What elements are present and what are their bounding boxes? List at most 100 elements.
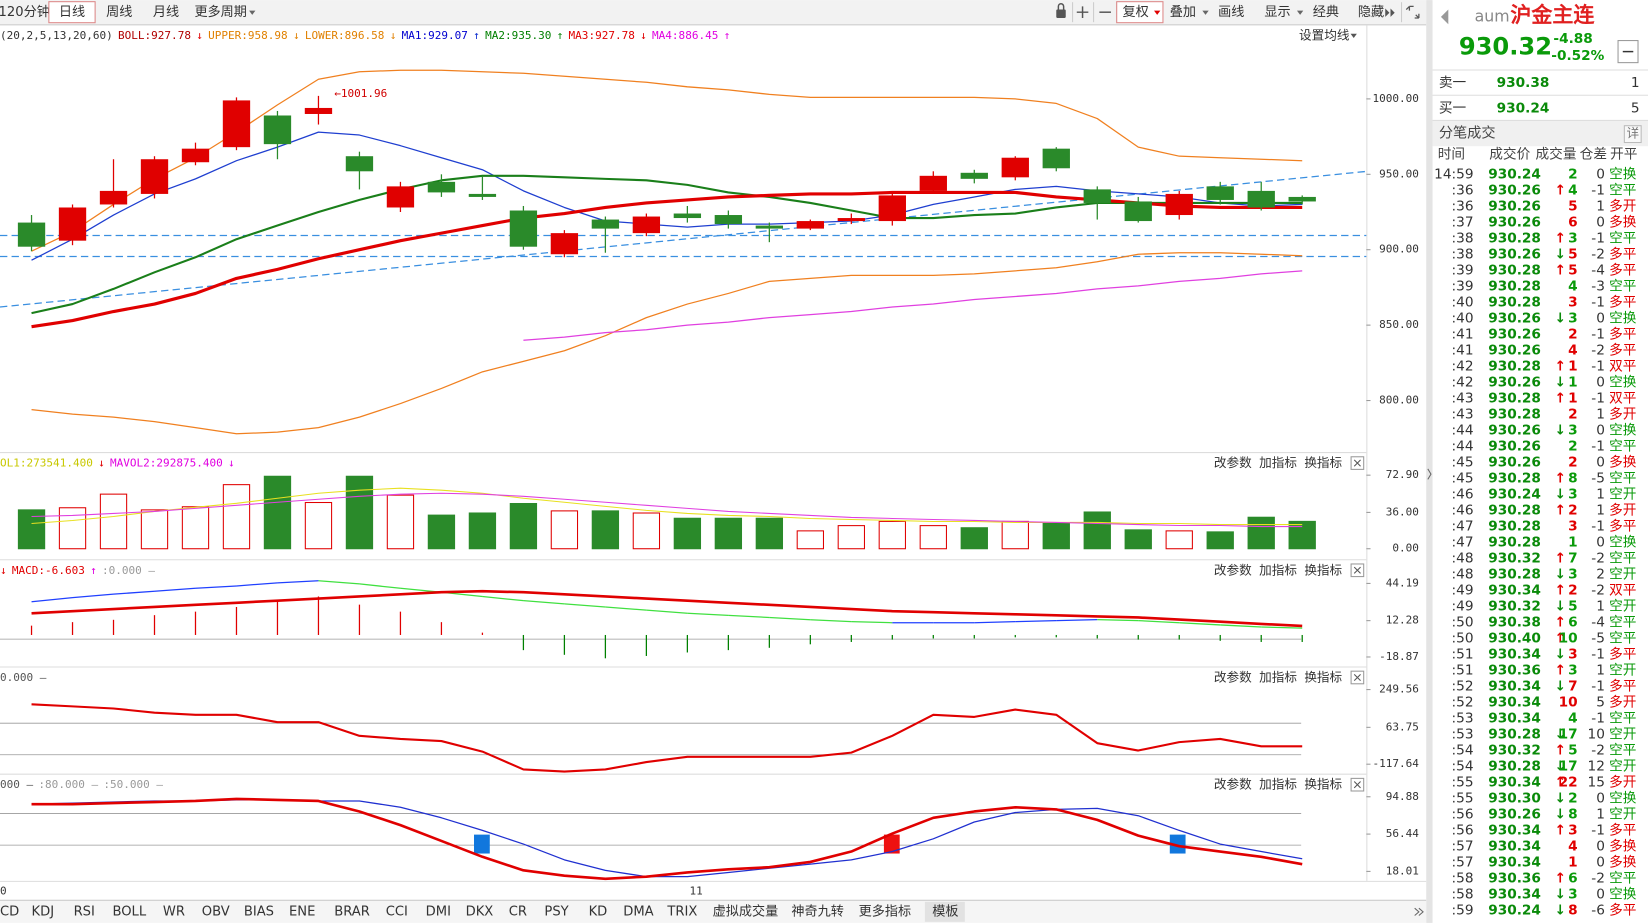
indicator-tab[interactable]: 更多指标 bbox=[859, 902, 912, 919]
tool-button[interactable]: 叠加 bbox=[1170, 4, 1196, 20]
indicator-tab[interactable]: KD bbox=[589, 904, 608, 919]
indicator-tab[interactable]: BIAS bbox=[244, 904, 274, 919]
trade-volume: 5 bbox=[1568, 263, 1578, 279]
trade-price: 930.32 bbox=[1488, 550, 1541, 566]
trade-type: 多开 bbox=[1609, 198, 1636, 215]
sidebar-separators bbox=[1432, 69, 1648, 121]
trade-open-interest-diff: -1 bbox=[1591, 439, 1605, 455]
panel-button[interactable]: 换指标 bbox=[1304, 777, 1342, 792]
indicator-tab[interactable]: 模板 bbox=[932, 903, 958, 919]
volume-bar bbox=[1042, 522, 1070, 550]
volume-bar bbox=[1165, 530, 1193, 550]
indicator-tab[interactable]: PSY bbox=[544, 904, 569, 919]
indicator-tab[interactable]: BRAR bbox=[334, 904, 370, 919]
indicator-tab[interactable]: KDJ bbox=[32, 904, 55, 919]
y-tick-label: 800.00 bbox=[1379, 394, 1419, 407]
indicator-tab[interactable]: OBV bbox=[202, 904, 230, 919]
y-tick-label: 249.56 bbox=[1379, 683, 1419, 696]
trade-type: 多平 bbox=[1609, 342, 1636, 359]
trade-time: :40 bbox=[1452, 295, 1474, 311]
trade-arrow: ↓ bbox=[1554, 726, 1565, 742]
period-button[interactable]: 更多周期 bbox=[194, 3, 247, 20]
drawn-lines bbox=[0, 170, 1367, 308]
period-button[interactable]: 120分钟 bbox=[0, 3, 50, 20]
panel-button[interactable]: 改参数 bbox=[1214, 562, 1252, 577]
dif-segment bbox=[318, 580, 360, 585]
panel-button[interactable]: 换指标 bbox=[1304, 455, 1342, 470]
trade-price: 930.24 bbox=[1488, 487, 1541, 503]
trade-volume: 5 bbox=[1568, 598, 1578, 614]
panel-button[interactable]: 改参数 bbox=[1214, 455, 1252, 470]
legend-item: ↑ bbox=[473, 29, 480, 42]
panel-button[interactable]: 换指标 bbox=[1304, 670, 1342, 685]
panel-button[interactable]: 加指标 bbox=[1259, 777, 1297, 792]
panel-button[interactable]: 加指标 bbox=[1259, 562, 1297, 577]
divider[interactable] bbox=[1426, 0, 1433, 923]
trade-open-interest-diff: -5 bbox=[1591, 630, 1605, 646]
last-price: 930.32 bbox=[1459, 32, 1552, 60]
volume-bar bbox=[1083, 511, 1111, 550]
panel-button[interactable]: 改参数 bbox=[1214, 670, 1252, 685]
trade-volume: 1 bbox=[1568, 534, 1578, 550]
trade-open-interest-diff: -1 bbox=[1591, 295, 1605, 311]
candle-body bbox=[878, 195, 906, 222]
indicator-line bbox=[31, 69, 1303, 252]
tool-button[interactable]: 复权 bbox=[1122, 3, 1148, 20]
dif-segment bbox=[1138, 619, 1180, 624]
toolbar-icons[interactable] bbox=[1056, 3, 1420, 19]
trade-price: 930.28 bbox=[1488, 518, 1541, 534]
indicator-tab[interactable]: RSI bbox=[74, 904, 95, 919]
period-button[interactable]: 周线 bbox=[106, 4, 132, 20]
volume-bar bbox=[181, 506, 210, 550]
indicator-tab[interactable]: DMI bbox=[426, 904, 451, 919]
trade-price: 930.26 bbox=[1488, 327, 1541, 343]
trade-arrow: ↑ bbox=[1554, 630, 1565, 646]
trade-open-interest-diff: 0 bbox=[1596, 854, 1605, 870]
trade-price: 930.32 bbox=[1488, 742, 1541, 758]
trade-time: :48 bbox=[1452, 566, 1474, 582]
indicator-tab[interactable]: 虚拟成交量 bbox=[713, 902, 779, 919]
column-header: 成交价 bbox=[1489, 146, 1530, 163]
legend-item: MA3:927.78 bbox=[569, 29, 635, 42]
volume-bar bbox=[550, 510, 579, 550]
indicator-tab[interactable]: DMA bbox=[623, 904, 653, 919]
tabs-more-icon[interactable] bbox=[1414, 907, 1424, 916]
indicator-tab[interactable]: CR bbox=[509, 904, 527, 919]
trade-time: :37 bbox=[1452, 215, 1474, 231]
indicator-tab[interactable]: 神奇九转 bbox=[791, 902, 844, 919]
indicator-tab[interactable]: ENE bbox=[289, 904, 315, 919]
candle-body bbox=[550, 233, 579, 255]
trade-price: 930.34 bbox=[1488, 646, 1541, 662]
candle-body bbox=[960, 172, 988, 179]
volume-bar bbox=[468, 512, 497, 550]
candle-body bbox=[181, 148, 210, 163]
tool-button[interactable]: 经典 bbox=[1313, 4, 1339, 20]
detail-button[interactable] bbox=[1623, 125, 1642, 144]
tool-button[interactable]: 显示 bbox=[1264, 5, 1290, 20]
indicator-tab[interactable]: TRIX bbox=[666, 904, 697, 919]
panel-button[interactable]: 加指标 bbox=[1259, 670, 1297, 685]
ma-settings[interactable]: 设置均线 bbox=[1299, 27, 1350, 42]
candle-body bbox=[1042, 148, 1070, 169]
tool-button[interactable]: 画线 bbox=[1218, 4, 1244, 20]
indicator-tab[interactable]: CD bbox=[0, 904, 19, 919]
indicator-tab[interactable]: DKX bbox=[466, 904, 494, 919]
column-header: 时间 bbox=[1438, 147, 1465, 163]
candle-body bbox=[673, 213, 702, 219]
indicator-tab[interactable]: BOLL bbox=[112, 904, 146, 919]
trade-open-interest-diff: -6 bbox=[1591, 902, 1605, 918]
trade-time: :47 bbox=[1452, 534, 1474, 550]
indicator-tab[interactable]: WR bbox=[163, 904, 185, 919]
detail-label[interactable]: 详 bbox=[1626, 126, 1639, 141]
period-button[interactable]: 日线 bbox=[59, 4, 85, 20]
trade-arrow: ↑ bbox=[1554, 614, 1565, 630]
panel-button[interactable]: 换指标 bbox=[1304, 562, 1342, 577]
tool-button[interactable]: 隐藏 bbox=[1358, 4, 1384, 20]
period-button[interactable]: 月线 bbox=[153, 4, 179, 20]
trade-open-interest-diff: 1 bbox=[1596, 487, 1605, 503]
indicator-tab[interactable]: CCI bbox=[386, 904, 408, 919]
trade-time: :50 bbox=[1452, 614, 1474, 630]
panel-button[interactable]: 加指标 bbox=[1259, 455, 1297, 470]
back-icon[interactable] bbox=[1440, 9, 1449, 25]
panel-button[interactable]: 改参数 bbox=[1214, 777, 1252, 792]
